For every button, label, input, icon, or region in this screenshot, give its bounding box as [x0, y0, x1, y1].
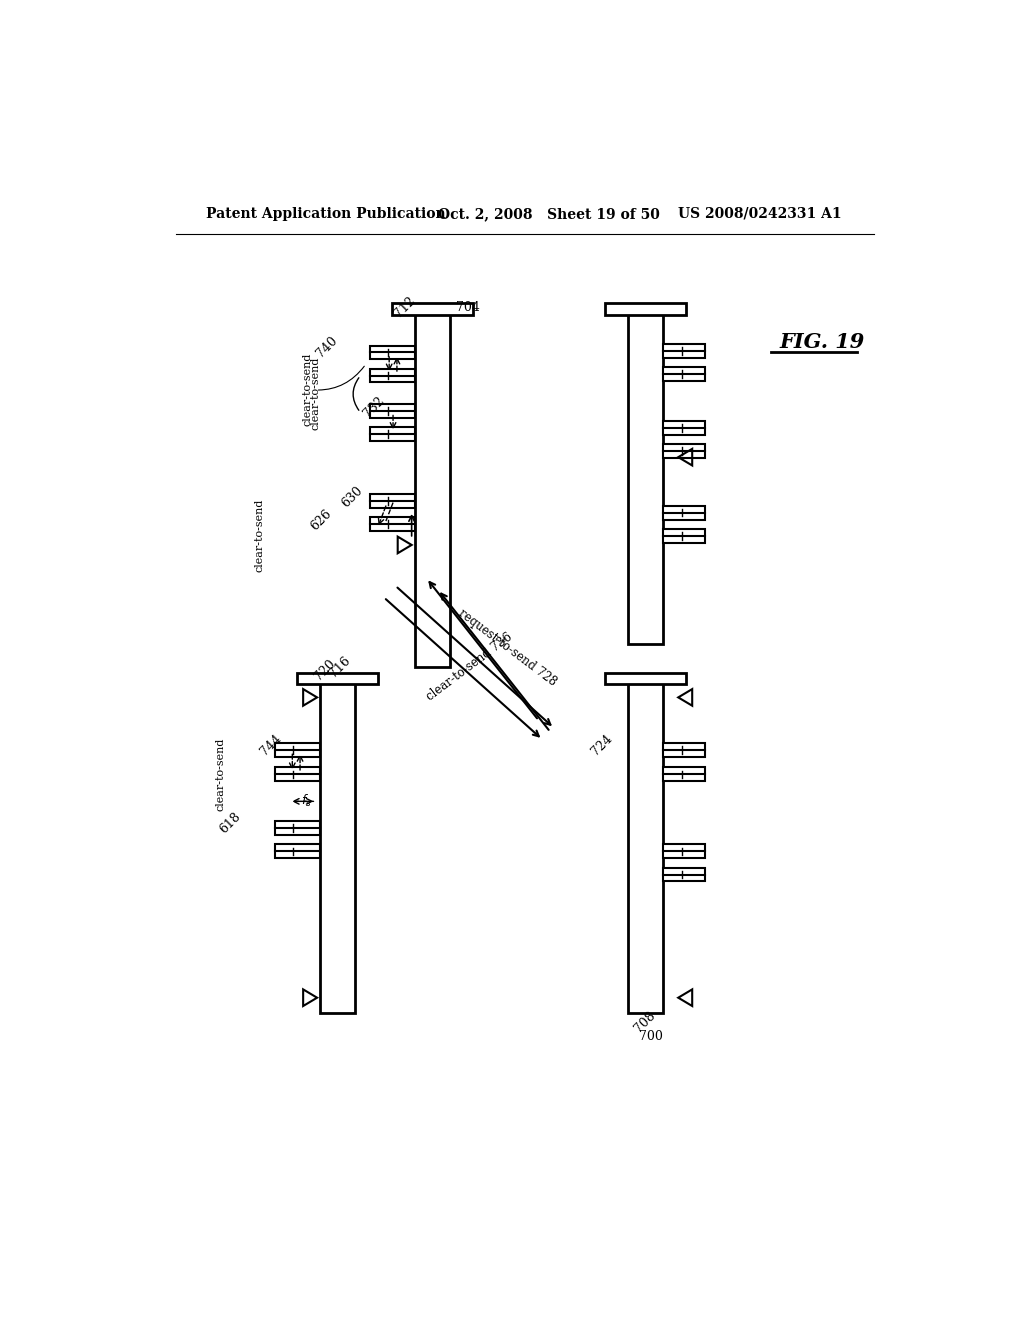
Bar: [391, 304, 473, 315]
Bar: [370, 428, 415, 441]
Text: 716: 716: [328, 653, 353, 680]
Text: request-to-send 728: request-to-send 728: [457, 606, 559, 688]
Text: 724: 724: [589, 733, 615, 758]
Text: clear-to-send: clear-to-send: [216, 738, 226, 810]
Text: 700: 700: [640, 1030, 664, 1043]
Bar: [604, 673, 686, 684]
Bar: [628, 682, 663, 1014]
Text: 708: 708: [632, 1010, 657, 1035]
Text: 732: 732: [360, 395, 386, 420]
Bar: [370, 346, 415, 359]
Text: clear-to-send: clear-to-send: [255, 499, 265, 573]
Bar: [663, 444, 706, 458]
Text: Patent Application Publication: Patent Application Publication: [206, 207, 445, 220]
Text: clear-to-send: clear-to-send: [310, 356, 321, 430]
Bar: [275, 767, 321, 781]
Text: 740: 740: [314, 334, 340, 360]
Text: US 2008/0242331 A1: US 2008/0242331 A1: [678, 207, 842, 220]
Bar: [663, 367, 706, 381]
Text: FIG. 19: FIG. 19: [779, 331, 864, 351]
Bar: [663, 767, 706, 781]
Text: 704: 704: [456, 301, 479, 314]
Text: $f_s$: $f_s$: [301, 793, 311, 809]
Text: 720: 720: [311, 657, 338, 684]
Bar: [663, 345, 706, 358]
Text: 712: 712: [391, 294, 418, 319]
Bar: [663, 845, 706, 858]
Text: Oct. 2, 2008   Sheet 19 of 50: Oct. 2, 2008 Sheet 19 of 50: [438, 207, 659, 220]
Bar: [275, 821, 321, 836]
Bar: [604, 304, 686, 315]
Bar: [663, 743, 706, 756]
Bar: [370, 368, 415, 383]
Bar: [370, 404, 415, 418]
Bar: [663, 421, 706, 434]
Bar: [663, 867, 706, 882]
Bar: [628, 313, 663, 644]
Bar: [663, 529, 706, 543]
Text: 744: 744: [258, 733, 285, 758]
Bar: [370, 517, 415, 531]
Text: clear-to-send: clear-to-send: [303, 352, 365, 426]
Bar: [321, 682, 355, 1014]
Bar: [297, 673, 378, 684]
Bar: [275, 845, 321, 858]
Bar: [415, 313, 450, 667]
Text: clear-to-send 736: clear-to-send 736: [424, 630, 514, 704]
Text: 630: 630: [339, 484, 365, 511]
Text: 618: 618: [217, 810, 244, 836]
Bar: [370, 494, 415, 508]
Text: 626: 626: [308, 507, 334, 533]
Bar: [663, 506, 706, 520]
Bar: [275, 743, 321, 756]
